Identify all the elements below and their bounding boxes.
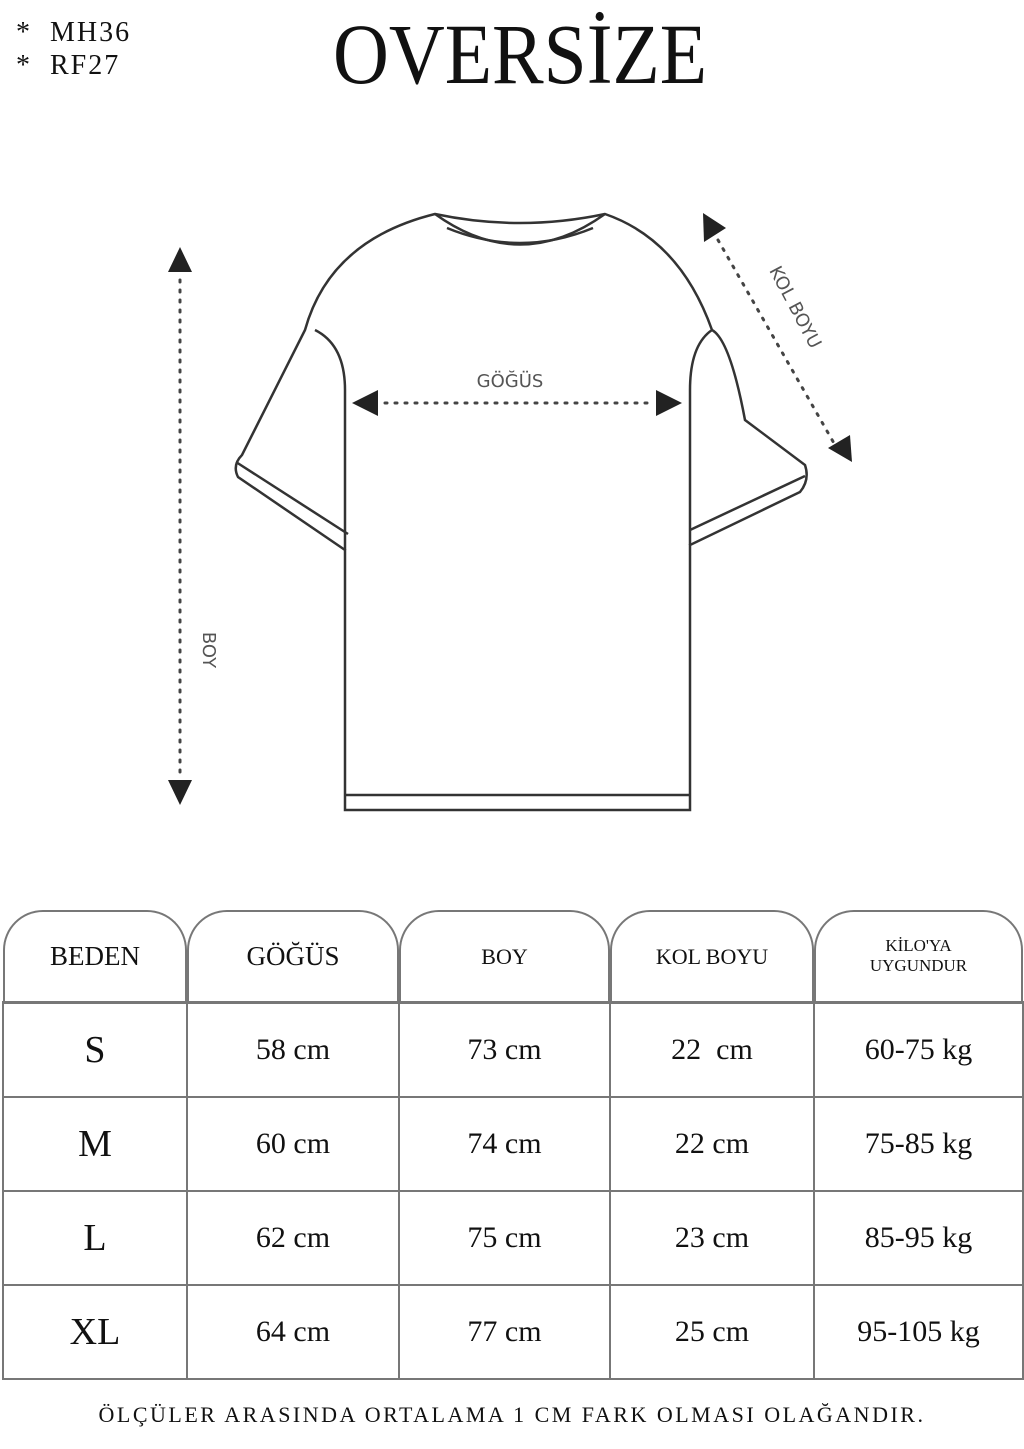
header-chest: GÖĞÜS [187, 908, 399, 1003]
cell-length: 73 cm [398, 1001, 611, 1098]
size-table: BEDEN GÖĞÜS BOY KOL BOYU KİLO'YA UYGUNDU… [2, 908, 1024, 1380]
cell-weight: 60-75 kg [813, 1001, 1024, 1098]
cell-chest: 58 cm [186, 1001, 400, 1098]
header-sleeve: KOL BOYU [610, 908, 814, 1003]
cell-weight: 85-95 kg [813, 1190, 1024, 1286]
footer-note: ÖLÇÜLER ARASINDA ORTALAMA 1 CM FARK OLMA… [98, 1402, 926, 1427]
cell-weight: 75-85 kg [813, 1096, 1024, 1192]
cell-length: 74 cm [398, 1096, 611, 1192]
cell-size: M [2, 1096, 188, 1192]
cell-sleeve: 22 cm [609, 1096, 815, 1192]
cell-chest: 60 cm [186, 1096, 400, 1192]
arrow-up-icon [168, 247, 192, 272]
arrow-upleft-icon [703, 213, 726, 242]
tshirt-diagram: GÖĞÜS BOY KOL BOYU [168, 212, 852, 812]
cell-weight: 95-105 kg [813, 1284, 1024, 1380]
table-row: L 62 cm 75 cm 23 cm 85-95 kg [2, 1190, 1024, 1286]
cell-length: 77 cm [398, 1284, 611, 1380]
header-weight: KİLO'YA UYGUNDUR [814, 908, 1023, 1003]
arrow-down-icon [168, 780, 192, 805]
cell-sleeve: 25 cm [609, 1284, 815, 1380]
arrow-right-icon [656, 390, 682, 416]
tshirt-outline [234, 212, 808, 812]
cell-size: S [2, 1001, 188, 1098]
cell-chest: 62 cm [186, 1190, 400, 1286]
header-size: BEDEN [3, 908, 187, 1003]
table-row: M 60 cm 74 cm 22 cm 75-85 kg [2, 1096, 1024, 1192]
page-title: OVERSİZE [332, 6, 708, 102]
code-text: MH36 [50, 17, 132, 48]
code-text: RF27 [50, 50, 121, 81]
cell-size: XL [2, 1284, 188, 1380]
cell-sleeve: 23 cm [609, 1190, 815, 1286]
table-row: S 58 cm 73 cm 22 cm 60-75 kg [2, 1001, 1024, 1098]
header-length: BOY [399, 908, 610, 1003]
chest-label: GÖĞÜS [477, 370, 544, 392]
table-row: XL 64 cm 77 cm 25 cm 95-105 kg [2, 1284, 1024, 1380]
product-code: * RF27 [16, 50, 121, 81]
cell-size: L [2, 1190, 188, 1286]
product-codes: * MH36 * RF27 [16, 16, 131, 82]
cell-chest: 64 cm [186, 1284, 400, 1380]
length-label: BOY [198, 632, 219, 669]
arrow-left-icon [352, 390, 378, 416]
product-code: * MH36 [16, 17, 132, 48]
arrow-downright-icon [828, 435, 852, 462]
cell-sleeve: 22 cm [609, 1001, 815, 1098]
cell-length: 75 cm [398, 1190, 611, 1286]
table-header-row: BEDEN GÖĞÜS BOY KOL BOYU KİLO'YA UYGUNDU… [3, 908, 1023, 1003]
